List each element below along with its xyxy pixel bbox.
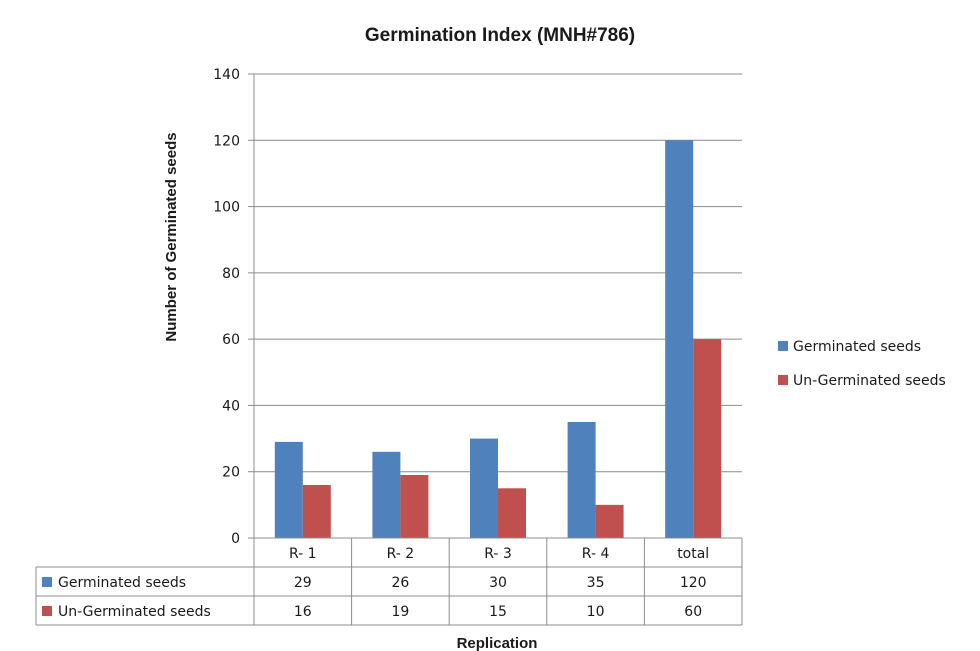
x-tick-label: R- 2 bbox=[387, 546, 415, 562]
data-label: 60 bbox=[684, 604, 702, 620]
y-tick-label: 140 bbox=[213, 67, 240, 83]
data-label: 10 bbox=[587, 604, 605, 620]
bar-germinated bbox=[372, 451, 401, 538]
bar-germinated bbox=[567, 422, 596, 538]
legend-swatch bbox=[778, 375, 788, 385]
gridlines bbox=[248, 73, 742, 539]
y-tick-label: 40 bbox=[222, 398, 240, 414]
data-label: 15 bbox=[489, 604, 507, 620]
table-row-label: Un-Germinated seeds bbox=[58, 604, 211, 620]
chart-title: Germination Index (MNH#786) bbox=[365, 25, 635, 46]
legend-entry: Germinated seeds bbox=[793, 339, 921, 355]
bar-ungerminated bbox=[498, 488, 526, 538]
bar-germinated bbox=[470, 438, 498, 538]
table-row-label: Germinated seeds bbox=[58, 575, 186, 591]
data-label: 30 bbox=[489, 575, 507, 591]
y-tick-label: 60 bbox=[222, 332, 240, 348]
table-legend-swatch bbox=[42, 606, 52, 616]
bar-ungerminated bbox=[302, 484, 331, 538]
y-axis-label: Number of Germinated seeds bbox=[163, 132, 180, 341]
y-tick-label: 100 bbox=[213, 200, 240, 216]
x-axis-label: Replication bbox=[457, 635, 538, 651]
legend-entry: Un-Germinated seeds bbox=[793, 373, 946, 389]
y-tick-label: 0 bbox=[231, 531, 240, 547]
y-axis-ticks: 0 20 40 60 80 100 120 140 bbox=[213, 67, 240, 547]
bars bbox=[274, 140, 722, 539]
legend: Germinated seeds Un-Germinated seeds bbox=[778, 339, 946, 389]
data-label: 120 bbox=[680, 575, 707, 591]
bar-ungerminated bbox=[693, 339, 722, 538]
x-tick-label: R- 4 bbox=[582, 546, 610, 562]
legend-swatch bbox=[778, 341, 788, 351]
y-tick-label: 120 bbox=[213, 133, 240, 149]
data-label: 19 bbox=[391, 604, 409, 620]
x-tick-label: total bbox=[677, 546, 709, 562]
bar-ungerminated bbox=[400, 475, 429, 538]
y-tick-label: 20 bbox=[222, 465, 240, 481]
x-tick-label: R- 3 bbox=[484, 546, 512, 562]
bar-germinated bbox=[274, 441, 303, 538]
bar-germinated bbox=[665, 140, 694, 539]
data-table: R- 1 R- 2 R- 3 R- 4 total Germinated seeds 29 2… bbox=[35, 537, 743, 626]
data-label: 35 bbox=[587, 575, 605, 591]
data-label: 26 bbox=[391, 575, 409, 591]
data-label: 29 bbox=[294, 575, 312, 591]
table-legend-swatch bbox=[42, 577, 52, 587]
x-tick-label: R- 1 bbox=[289, 546, 317, 562]
data-label: 16 bbox=[294, 604, 312, 620]
y-tick-label: 80 bbox=[222, 266, 240, 282]
bar-ungerminated bbox=[595, 504, 624, 538]
